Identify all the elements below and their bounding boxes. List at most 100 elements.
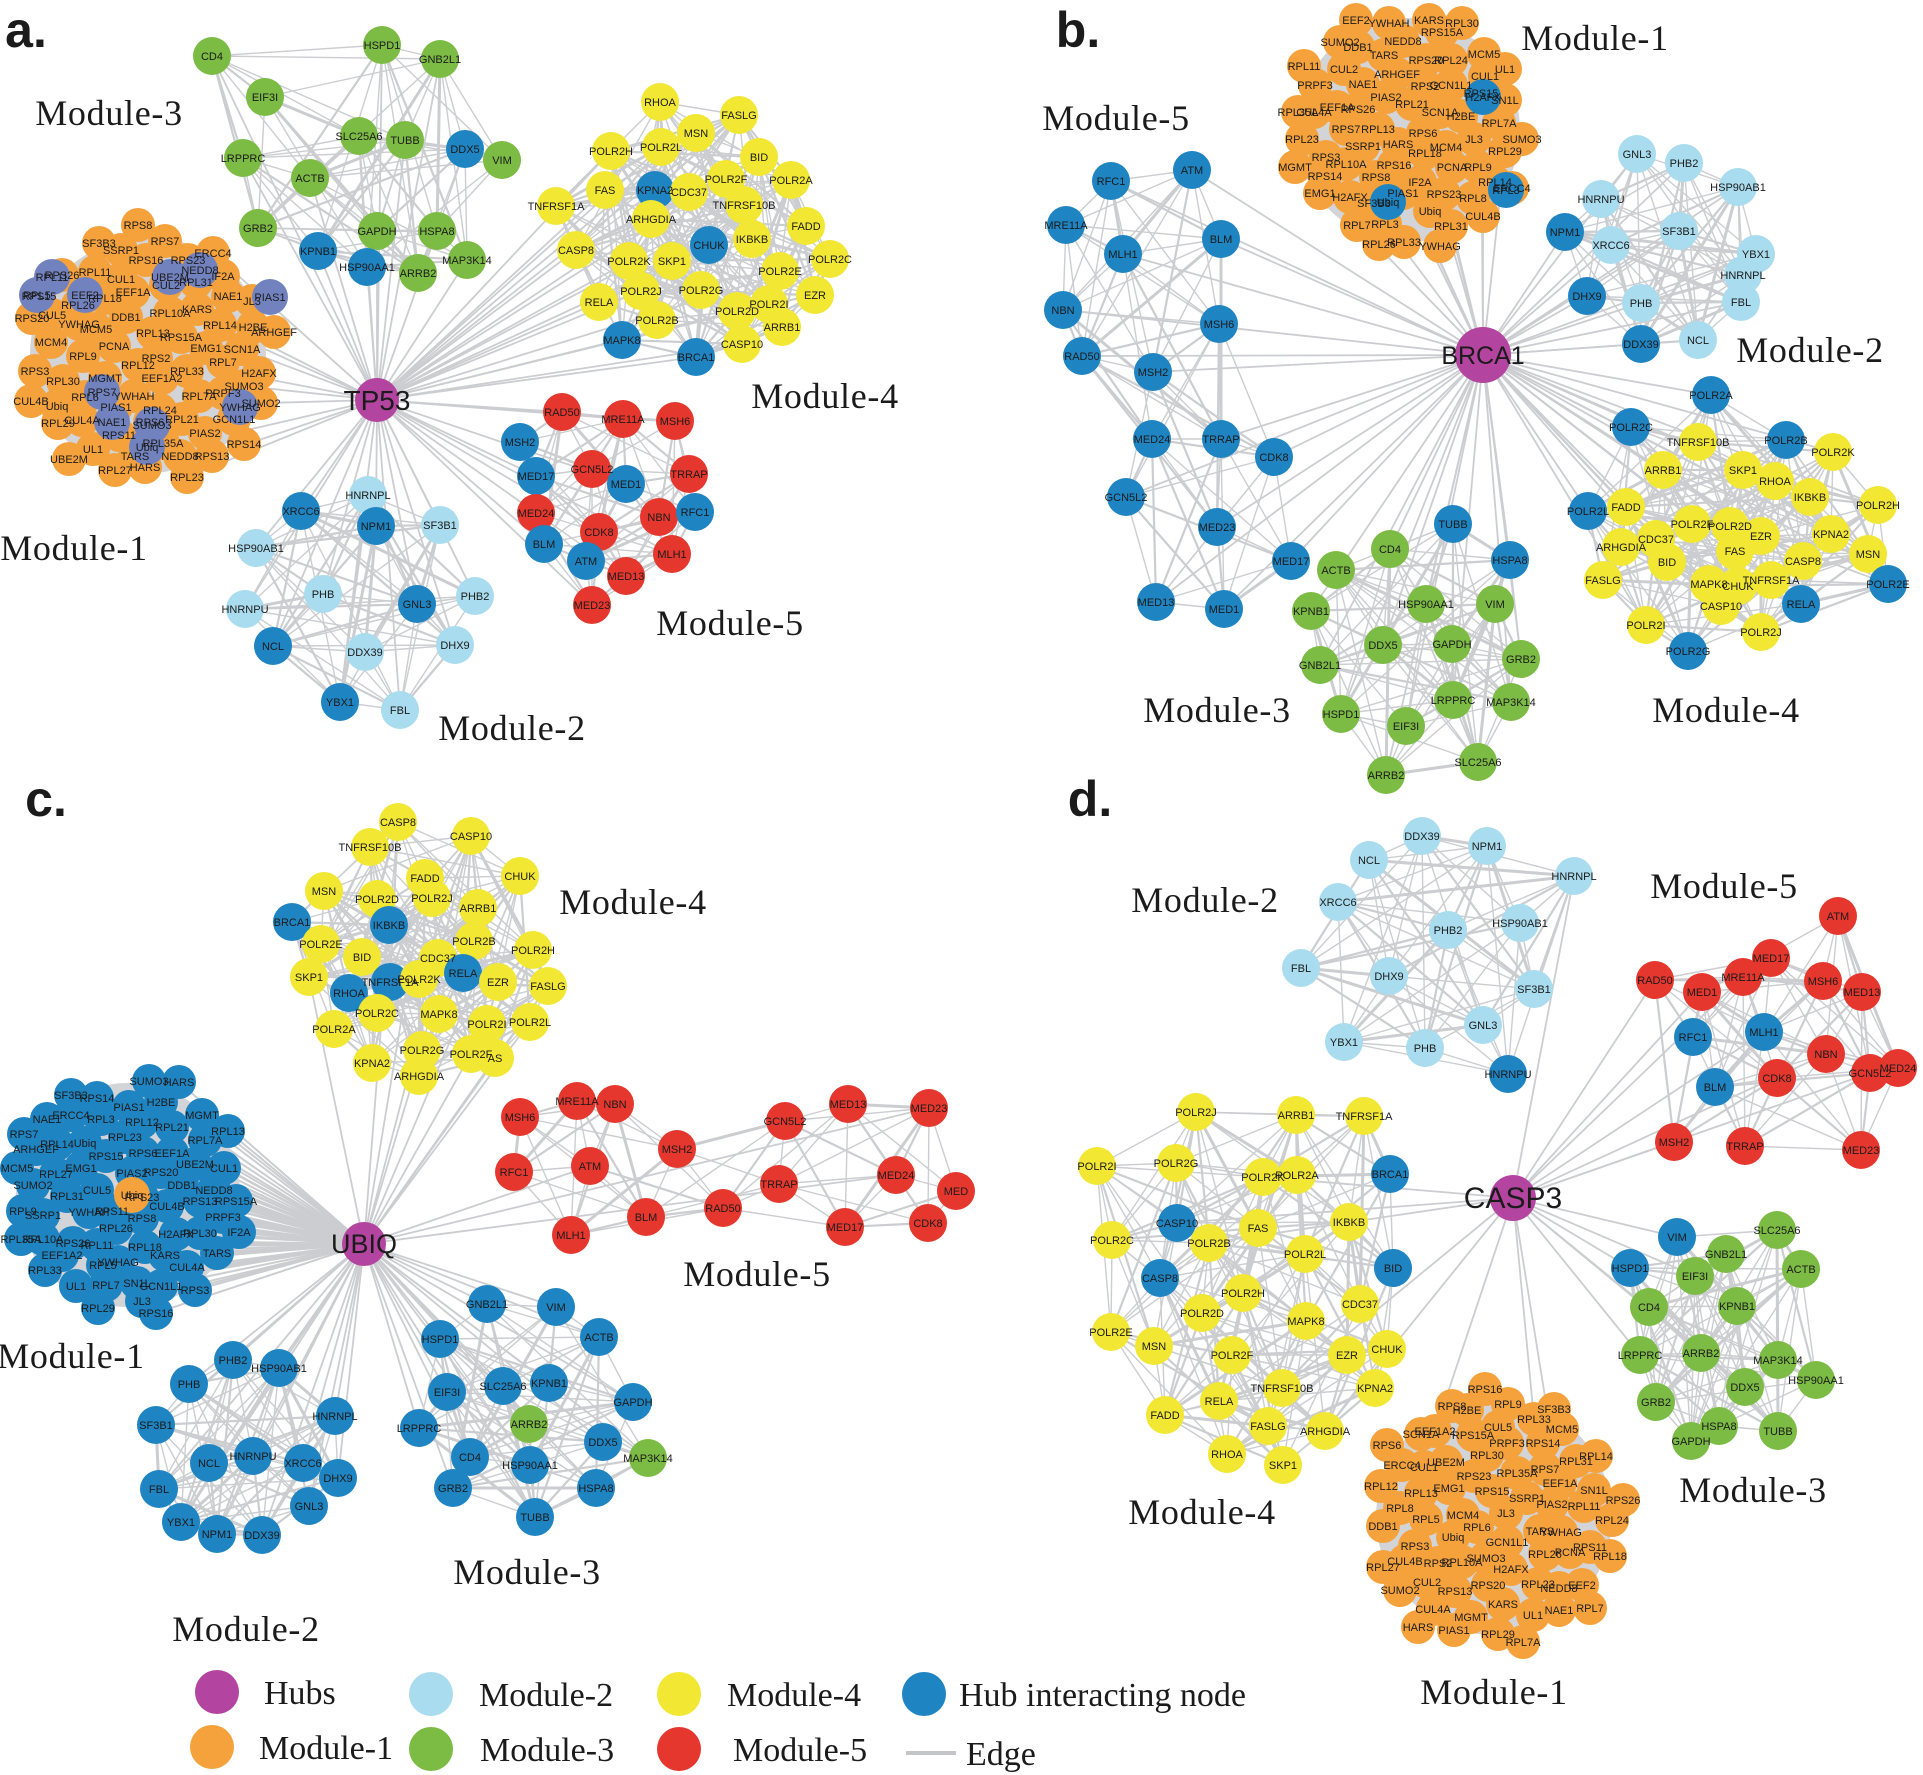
svg-text:MED24: MED24 <box>878 1170 915 1182</box>
svg-text:RPL27: RPL27 <box>1366 1562 1400 1574</box>
svg-text:MED1: MED1 <box>611 479 642 491</box>
svg-text:Module-4: Module-4 <box>1652 690 1800 730</box>
svg-text:RPS2: RPS2 <box>1424 1558 1453 1570</box>
svg-text:IKBKB: IKBKB <box>1794 492 1826 504</box>
svg-text:RPS8: RPS8 <box>124 220 153 232</box>
svg-text:AS: AS <box>488 1053 503 1065</box>
svg-text:HARS: HARS <box>164 1077 195 1089</box>
svg-text:MAPK8: MAPK8 <box>420 1009 457 1021</box>
svg-text:FBL: FBL <box>149 1484 169 1496</box>
svg-text:ARRB2: ARRB2 <box>511 1419 548 1431</box>
svg-text:MED23: MED23 <box>1199 522 1236 534</box>
svg-text:NPM1: NPM1 <box>361 521 392 533</box>
svg-text:HARS: HARS <box>1403 1622 1434 1634</box>
svg-text:RPS14: RPS14 <box>80 1093 115 1105</box>
svg-text:CUL2: CUL2 <box>1413 1577 1441 1589</box>
svg-text:H2AFX: H2AFX <box>241 368 277 380</box>
svg-text:MSN: MSN <box>1142 1341 1167 1353</box>
svg-text:PRPF3: PRPF3 <box>1297 80 1332 92</box>
svg-text:RPL10A: RPL10A <box>23 1234 65 1246</box>
svg-text:POLR2C: POLR2C <box>1090 1235 1134 1247</box>
svg-text:RPS8: RPS8 <box>1362 172 1391 184</box>
svg-text:SSRP1: SSRP1 <box>1345 141 1381 153</box>
svg-text:SUMO2: SUMO2 <box>13 1180 52 1192</box>
svg-text:CHUK: CHUK <box>1371 1344 1403 1356</box>
svg-text:EEF1A: EEF1A <box>1543 1478 1579 1490</box>
svg-text:RPS20: RPS20 <box>1409 55 1444 67</box>
svg-text:HNRNPL: HNRNPL <box>312 1411 357 1423</box>
svg-text:KPNB1: KPNB1 <box>1293 606 1329 618</box>
svg-text:EIF3I: EIF3I <box>1393 721 1419 733</box>
svg-text:RPS16: RPS16 <box>1468 1384 1503 1396</box>
svg-text:ATM: ATM <box>1827 911 1849 923</box>
svg-text:NAE1: NAE1 <box>1349 79 1378 91</box>
svg-text:RPL14: RPL14 <box>1478 177 1512 189</box>
svg-text:SSRP1: SSRP1 <box>1509 1493 1545 1505</box>
svg-text:FADD: FADD <box>1150 1410 1179 1422</box>
svg-text:SKP1: SKP1 <box>658 256 686 268</box>
svg-text:EMG1: EMG1 <box>190 343 221 355</box>
svg-text:RPL14: RPL14 <box>40 1139 74 1151</box>
svg-text:YWHAG: YWHAG <box>97 1257 139 1269</box>
svg-text:POLR2L: POLR2L <box>1284 1249 1326 1261</box>
svg-text:POLR2C: POLR2C <box>1609 422 1653 434</box>
svg-text:RHOA: RHOA <box>333 988 365 1000</box>
svg-text:FASLG: FASLG <box>721 110 756 122</box>
svg-text:CASP10: CASP10 <box>721 339 763 351</box>
svg-text:GNL3: GNL3 <box>403 599 432 611</box>
svg-text:NPM1: NPM1 <box>1550 227 1581 239</box>
svg-text:DDX5: DDX5 <box>450 144 479 156</box>
svg-text:FBL: FBL <box>1731 297 1751 309</box>
svg-text:MGMT: MGMT <box>185 1110 219 1122</box>
svg-text:POLR2E: POLR2E <box>758 266 801 278</box>
svg-text:EEF2: EEF2 <box>1342 15 1370 27</box>
svg-text:HSPD1: HSPD1 <box>1323 709 1360 721</box>
svg-text:GNL3: GNL3 <box>295 1501 324 1513</box>
svg-text:KPNA2: KPNA2 <box>1357 1383 1393 1395</box>
svg-text:RPL11: RPL11 <box>1568 1501 1601 1513</box>
svg-text:Ubiq: Ubiq <box>1377 197 1400 209</box>
svg-text:RPL35A: RPL35A <box>1278 107 1320 119</box>
svg-text:MCM5: MCM5 <box>1 1163 33 1175</box>
svg-text:MSH6: MSH6 <box>1204 319 1235 331</box>
svg-text:RPL27: RPL27 <box>39 1169 73 1181</box>
svg-text:MED13: MED13 <box>1138 597 1175 609</box>
svg-text:CUL5: CUL5 <box>1484 1422 1512 1434</box>
svg-text:POLR2D: POLR2D <box>355 894 399 906</box>
svg-text:RPS11: RPS11 <box>102 430 136 442</box>
svg-text:PIAS2: PIAS2 <box>116 1168 147 1180</box>
svg-text:FADD: FADD <box>1611 502 1640 514</box>
svg-text:GCN1L1: GCN1L1 <box>140 1281 183 1293</box>
svg-text:RPL8: RPL8 <box>1459 193 1487 205</box>
svg-text:MED24: MED24 <box>1134 434 1171 446</box>
svg-text:KARS: KARS <box>1414 15 1444 27</box>
svg-text:UL1: UL1 <box>1495 64 1515 76</box>
svg-text:DDB1: DDB1 <box>1343 42 1372 54</box>
svg-text:CD4: CD4 <box>1638 1302 1660 1314</box>
svg-text:BRCA1: BRCA1 <box>678 352 715 364</box>
svg-text:DDX39: DDX39 <box>347 647 382 659</box>
svg-text:H2BE: H2BE <box>239 322 268 334</box>
svg-text:POLR2H: POLR2H <box>589 146 633 158</box>
svg-text:CHUK: CHUK <box>693 240 725 252</box>
svg-text:YBX1: YBX1 <box>167 1517 195 1529</box>
svg-text:H2AFX: H2AFX <box>1465 92 1501 104</box>
svg-text:RPS15A: RPS15A <box>1421 27 1464 39</box>
svg-text:POLR2H: POLR2H <box>1856 500 1900 512</box>
svg-text:TNFRSF1A: TNFRSF1A <box>362 977 420 989</box>
svg-text:POLR2C: POLR2C <box>355 1008 399 1020</box>
svg-text:Module-1: Module-1 <box>1521 18 1669 58</box>
svg-text:IF2A: IF2A <box>1408 177 1432 189</box>
svg-text:TNFRSF10B: TNFRSF10B <box>1667 437 1730 449</box>
svg-text:RPL12: RPL12 <box>121 360 155 372</box>
svg-text:Module-4: Module-4 <box>751 376 899 416</box>
svg-text:YWHAH: YWHAH <box>1369 18 1410 30</box>
svg-text:CDK8: CDK8 <box>1259 452 1288 464</box>
svg-text:FADD: FADD <box>410 873 439 885</box>
svg-text:RPL13: RPL13 <box>1404 1488 1438 1500</box>
svg-text:RPS11: RPS11 <box>1573 1542 1607 1554</box>
svg-text:ACTB: ACTB <box>1786 1264 1815 1276</box>
svg-text:PHB2: PHB2 <box>1670 158 1699 170</box>
svg-text:SUMO3: SUMO3 <box>1466 1553 1505 1565</box>
svg-text:KPNA2: KPNA2 <box>637 185 673 197</box>
